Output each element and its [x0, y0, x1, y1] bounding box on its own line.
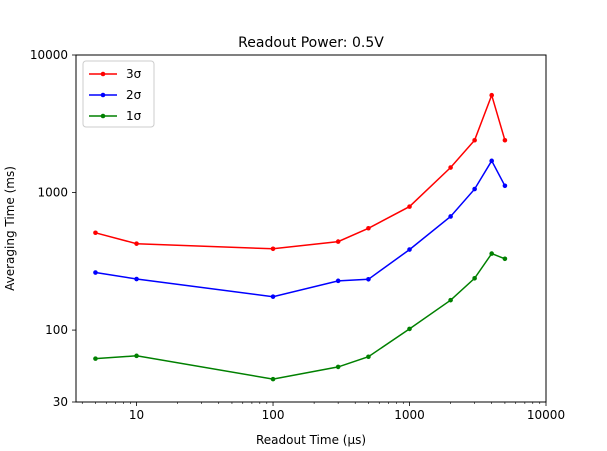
data-point: [448, 165, 453, 170]
data-point: [335, 364, 341, 370]
chart-title: Readout Power: 0.5V: [238, 35, 384, 51]
data-point: [93, 230, 98, 236]
series-line-2: [95, 159, 506, 298]
series-layer: [93, 92, 508, 382]
plot-frame: [75, 54, 547, 403]
data-point: [134, 353, 139, 359]
legend-label: 2σ: [126, 88, 142, 102]
data-point: [366, 277, 371, 282]
data-point: [407, 204, 412, 209]
data-point: [93, 270, 98, 275]
data-point: [472, 186, 477, 192]
legend-marker: [100, 71, 106, 77]
data-point: [134, 276, 139, 282]
series-line-1: [95, 92, 506, 250]
data-point: [502, 256, 508, 262]
x-tick-label: 10000: [527, 408, 565, 422]
x-axis: 10 100 1000 10000: [81, 402, 565, 422]
data-point: [502, 137, 508, 143]
x-tick-label: 10: [129, 408, 144, 422]
y-axis: 30 100 1000 10000: [30, 48, 76, 409]
data-point: [472, 137, 477, 143]
data-point: [270, 376, 276, 382]
data-point: [335, 278, 341, 284]
data-point: [335, 239, 341, 244]
data-point: [93, 356, 98, 361]
data-point: [502, 183, 508, 189]
legend: 3σ 2σ 1σ: [82, 60, 155, 128]
data-point: [134, 241, 139, 246]
data-point: [366, 225, 371, 231]
legend-label: 3σ: [126, 67, 142, 81]
x-axis-label: Readout Time (μs): [256, 433, 366, 447]
data-point: [448, 214, 453, 219]
data-point: [489, 158, 494, 164]
legend-box: [82, 60, 155, 128]
data-point: [407, 326, 412, 332]
y-tick-label: 30: [53, 395, 68, 409]
data-point: [270, 246, 276, 252]
data-point: [448, 297, 453, 303]
legend-marker: [100, 113, 106, 119]
x-tick-label: 100: [262, 408, 285, 422]
data-point: [472, 275, 477, 281]
data-point: [270, 294, 276, 299]
y-axis-label: Averaging Time (ms): [3, 166, 17, 291]
x-tick-label: 1000: [394, 408, 425, 422]
y-tick-label: 1000: [37, 186, 68, 200]
data-point: [407, 247, 412, 252]
legend-marker: [100, 92, 106, 98]
y-tick-label: 100: [45, 323, 68, 337]
data-point: [366, 354, 371, 360]
data-point: [489, 251, 494, 256]
legend-label: 1σ: [126, 109, 142, 123]
series-line-3: [95, 252, 506, 380]
y-tick-label: 10000: [30, 48, 68, 62]
data-point: [489, 92, 494, 98]
